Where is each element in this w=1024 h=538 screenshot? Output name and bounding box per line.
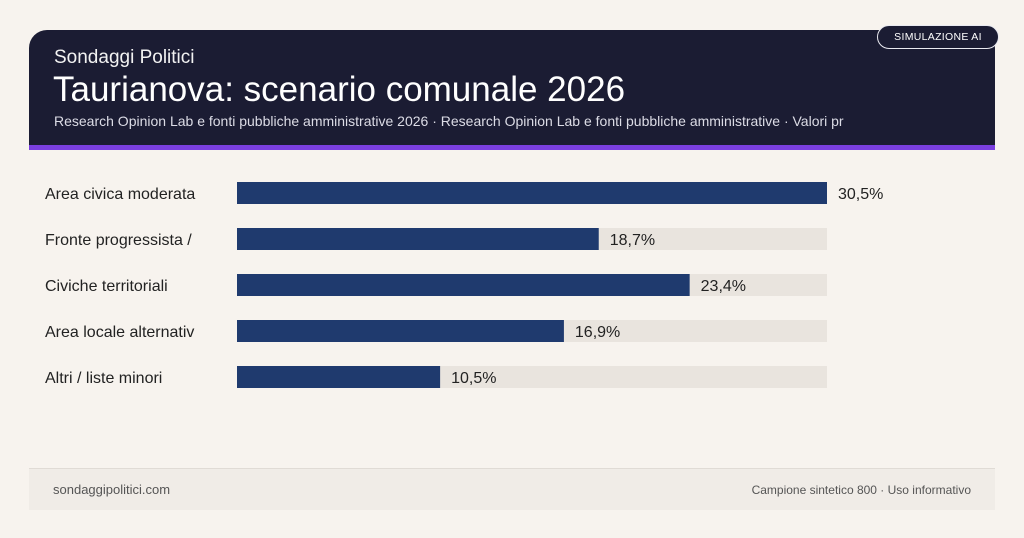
- category-label: Area locale alternativ: [45, 324, 194, 341]
- category-label: Area civica moderata: [45, 186, 195, 203]
- value-label: 10,5%: [451, 370, 496, 387]
- header-panel: Sondaggi Politici Taurianova: scenario c…: [29, 30, 995, 145]
- category-label: Fronte progressista /: [45, 232, 192, 249]
- value-label: 23,4%: [701, 278, 746, 295]
- simulation-badge: SIMULAZIONE AI: [877, 25, 999, 49]
- bar: [237, 320, 564, 342]
- category-label: Altri / liste minori: [45, 370, 162, 387]
- value-label: 18,7%: [610, 232, 655, 249]
- value-label: 16,9%: [575, 324, 620, 341]
- brand-name: Sondaggi Politici: [54, 47, 195, 68]
- category-label: Civiche territoriali: [45, 278, 168, 295]
- bar: [237, 274, 690, 296]
- value-label: 30,5%: [838, 186, 883, 203]
- header-accent-line: [29, 145, 995, 150]
- chart-title: Taurianova: scenario comunale 2026: [53, 70, 626, 109]
- footer-site: sondaggipolitici.com: [53, 482, 171, 497]
- chart-subtitle: Research Opinion Lab e fonti pubbliche a…: [54, 113, 844, 129]
- bar: [237, 366, 441, 388]
- bar-chart: Area civica moderata 30,5% Fronte progress…: [45, 182, 883, 388]
- bar: [237, 228, 599, 250]
- footer: sondaggipolitici.com Campione sintetico …: [29, 468, 995, 510]
- bar: [237, 182, 827, 204]
- footer-note: Campione sintetico 800 · Uso informativo: [751, 483, 971, 497]
